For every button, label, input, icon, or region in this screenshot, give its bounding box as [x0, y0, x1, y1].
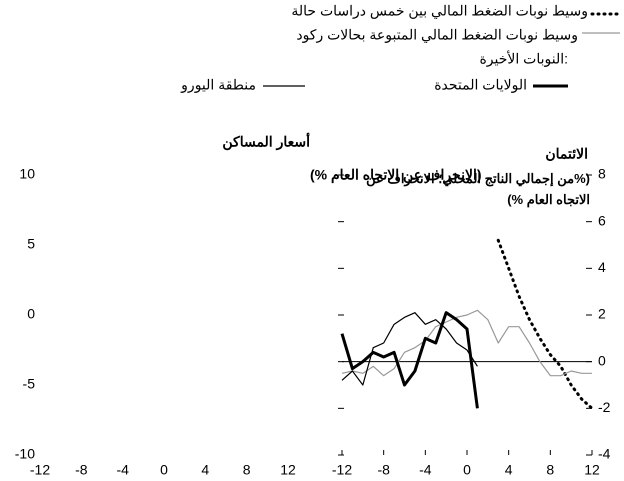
- x-tick-label: 0: [160, 462, 168, 478]
- series-line: [341, 309, 592, 377]
- panel-title: الائتمان: [545, 146, 588, 162]
- x-tick-label: -12: [332, 462, 352, 478]
- y-tick-label: -10: [15, 446, 35, 462]
- y-tick-label: -4: [598, 446, 611, 462]
- y-tick-label: 4: [598, 259, 606, 275]
- y-tick-label: 10: [19, 166, 35, 182]
- x-tick-label: 12: [584, 462, 600, 478]
- x-tick-label: -12: [30, 462, 50, 478]
- y-tick-label: 6: [598, 212, 606, 228]
- panel-title: أسعار المساكن: [222, 132, 310, 151]
- x-tick-label: -4: [116, 462, 129, 478]
- legend-label: الولايات المتحدة: [434, 77, 527, 94]
- x-tick-label: 0: [463, 462, 471, 478]
- legend-label: وسيط نوبات الضغط المالي بين خمس دراسات ح…: [291, 3, 588, 20]
- series-line: [496, 238, 594, 410]
- x-tick-label: 8: [546, 462, 554, 478]
- x-tick-label: -8: [377, 462, 390, 478]
- panel-subtitle: (الانحراف عن الاتجاه العام %): [310, 167, 482, 184]
- y-tick-label: 0: [27, 306, 35, 322]
- y-tick-label: -5: [23, 376, 36, 392]
- y-tick-label: 2: [598, 306, 606, 322]
- x-tick-label: 4: [505, 462, 513, 478]
- x-tick-label: -8: [75, 462, 88, 478]
- y-tick-label: -2: [598, 399, 611, 415]
- x-tick-label: 8: [243, 462, 251, 478]
- legend-label: منطقة اليورو: [180, 77, 256, 94]
- y-tick-label: 8: [598, 166, 606, 182]
- x-tick-label: 12: [280, 462, 296, 478]
- panel-subtitle-box: (%من إجمالي الناتج المحلي؛ الانحراف عن ا…: [366, 171, 590, 207]
- x-tick-label: -4: [419, 462, 432, 478]
- series-line: [340, 311, 479, 409]
- panel-subtitle: (%من إجمالي الناتج المحلي؛ الانحراف عن ا…: [366, 171, 590, 207]
- x-tick-label: 4: [201, 462, 209, 478]
- legend-title: النوبات الأخيرة:: [479, 50, 568, 68]
- series-line: [341, 312, 478, 386]
- y-tick-label: 5: [27, 236, 35, 252]
- y-tick-label: 0: [598, 352, 606, 368]
- legend-label: وسيط نوبات الضغط المالي المتبوعة بحالات …: [296, 27, 578, 44]
